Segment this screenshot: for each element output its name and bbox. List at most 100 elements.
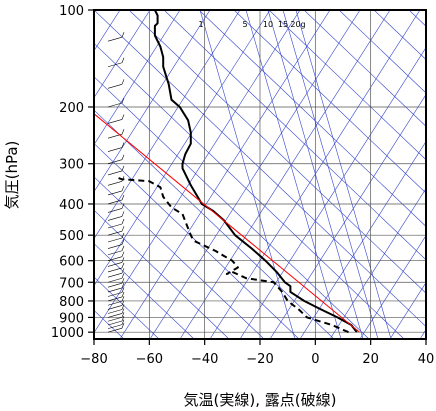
x-tick-label: −20 [246,352,273,367]
wind-barb-shaft [107,305,123,310]
wind-barb-shaft [107,36,123,42]
moist-adiabat-line [389,282,426,339]
wind-barb-flag [121,304,125,310]
wind-barb-flag [121,142,125,148]
wind-barb-flag [121,114,125,120]
wind-barb-flag [121,79,125,85]
mixing-ratio-line [295,10,392,339]
wind-barb-shaft [107,300,123,306]
wind-barb-flag [121,273,125,279]
wind-barb-shaft [107,180,123,186]
moist-adiabat-line [94,10,271,287]
y-tick-label: 100 [59,4,84,19]
wind-barb-shaft [107,292,123,297]
adiabat-line [94,176,265,339]
wind-barb-shaft [107,316,123,322]
wind-barb-flag [121,232,125,239]
adiabat-line [94,76,370,339]
wind-barb-shaft [107,267,123,273]
moist-adiabat-line [359,235,426,339]
adiabat-line [94,243,195,339]
wind-barb-flag [121,278,125,284]
wind-barb-shaft [107,309,123,314]
wind-barb-flag [121,296,125,302]
mixing-ratio-label: 15 [278,20,288,29]
moist-adiabat-line [299,141,426,339]
wind-barb-flag [121,203,125,209]
x-tick-label: 40 [418,352,435,367]
mixing-ratio-line [199,10,296,339]
wind-barb-shaft [107,199,123,205]
x-tick-label: −80 [80,352,107,367]
y-tick-label: 400 [59,198,84,213]
moist-adiabat-line [94,10,301,334]
wind-barb-flag [121,287,125,293]
wind-barb-flag [121,239,125,245]
wind-barb-flag [121,315,125,322]
wind-barb-shaft [107,320,123,326]
wind-barb-shaft [107,277,123,283]
adiabat-line [268,10,426,161]
mixing-ratio-label: 5 [242,20,247,29]
adiabat-line [94,209,230,339]
wind-barb-shaft [107,190,123,196]
wind-barb-flag [122,1,124,6]
moist-adiabat-line [179,10,391,339]
x-tick-label: 20 [362,352,379,367]
moist-adiabat-line [119,10,331,339]
reference-line [94,113,360,333]
wind-barb-group [107,1,125,333]
y-tick-label: 500 [59,229,84,244]
wind-barb-flag [121,97,125,104]
wind-barb-shaft [107,159,123,165]
wind-barb-shaft [107,62,123,68]
wind-barb-flag [121,32,125,38]
wind-barb-flag [121,185,125,192]
adiabat-line [94,143,300,339]
wind-barb-flag [121,323,125,329]
adiabat-line [94,10,426,328]
wind-barb-shaft [107,223,123,229]
y-axis-title: 気圧(hPa) [3,141,21,210]
wind-barb-flag [121,300,125,306]
y-tick-label: 600 [59,255,84,270]
wind-barb-flag [121,257,125,263]
y-tick-label: 700 [59,276,84,291]
grid-group [93,9,427,339]
wind-barb-shaft [107,84,123,89]
wind-barb-flag [121,282,125,289]
wind-barb-shaft [107,119,123,124]
dewpoint-line [115,176,349,334]
mixing-ratio-label: 1 [198,20,203,29]
wind-barb-flag [121,57,125,63]
series-group [94,10,360,334]
wind-barb-flag [121,262,125,269]
wind-barb-shaft [107,237,123,243]
x-tick-label: 0 [311,352,319,367]
adiabat-line [128,10,426,294]
wind-barb-shaft [107,287,123,293]
wind-barb-flag [121,312,125,318]
mixing-ratio-label-group: 1 5 10 15 20g [198,20,305,29]
moist-adiabat-line [329,188,426,339]
moist-adiabat-line [149,10,361,339]
wind-barb-shaft [107,102,123,108]
moist-adiabat-line [269,94,426,339]
x-axis-title: 気温(実線), 露点(破線) [184,391,337,409]
wind-barb-flag [121,268,125,274]
wind-barb-flag [121,319,125,325]
wind-barb-shaft [107,244,123,249]
y-tick-label: 800 [59,295,84,310]
x-tick-label: −60 [136,352,163,367]
wind-barb-shaft [107,282,123,288]
wind-barb-shaft [107,170,123,176]
adiabat-line [233,10,426,194]
mixing-ratio-line [282,10,379,339]
wind-barb-shaft [107,262,123,267]
wind-barb-shaft [107,324,123,329]
wind-barb-shaft [107,272,123,278]
mixing-ratio-label: 10 [263,20,273,29]
wind-barb-flag [121,211,125,217]
x-tick-group: −80 −60 −40 −20 0 20 40 [80,339,434,367]
wind-barb-flag [121,129,125,135]
